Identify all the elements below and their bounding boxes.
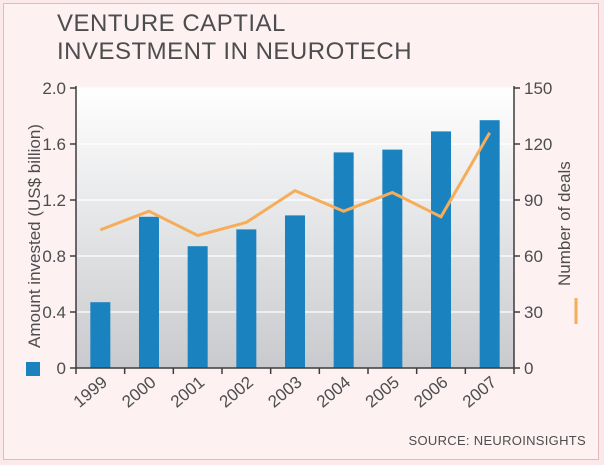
legend-swatch-bars bbox=[26, 362, 40, 376]
bar bbox=[333, 152, 354, 368]
right-tick-label: 120 bbox=[524, 135, 552, 154]
right-axis-label: Number of deals bbox=[555, 161, 574, 286]
x-tick-label: 2002 bbox=[216, 373, 257, 412]
right-tick-label: 30 bbox=[524, 303, 543, 322]
chart-title-line-1: VENTURE CAPTIAL bbox=[57, 10, 286, 37]
left-tick-label: 0.4 bbox=[42, 303, 66, 322]
x-tick-label: 2006 bbox=[410, 373, 451, 412]
line-series bbox=[99, 132, 491, 238]
bar bbox=[236, 229, 257, 368]
x-tick-label: 2004 bbox=[313, 373, 354, 412]
x-tick-label: 2001 bbox=[167, 373, 208, 412]
bar bbox=[187, 246, 208, 368]
bar bbox=[431, 131, 451, 368]
left-tick-label: 2.0 bbox=[42, 79, 66, 98]
x-tick-label: 2007 bbox=[459, 373, 500, 412]
x-tick-label: 1999 bbox=[70, 373, 111, 412]
bar bbox=[382, 149, 403, 368]
x-tick-label: 2000 bbox=[118, 373, 159, 412]
x-tick-label: 2005 bbox=[362, 373, 403, 412]
right-tick-label: 150 bbox=[524, 79, 552, 98]
left-tick-label: 1.6 bbox=[42, 135, 66, 154]
chart-title-line-2: INVESTMENT IN NEUROTECH bbox=[57, 38, 413, 65]
bar-series bbox=[90, 120, 500, 368]
bar bbox=[90, 302, 111, 368]
bar bbox=[479, 120, 500, 368]
chart-title: VENTURE CAPTIAL INVESTMENT IN NEUROTECH bbox=[57, 10, 412, 66]
right-tick-label: 90 bbox=[524, 191, 543, 210]
source-note: SOURCE: NEUROINSIGHTS bbox=[408, 433, 586, 448]
bar bbox=[285, 215, 305, 368]
bar bbox=[139, 216, 159, 368]
x-tick-label: 2003 bbox=[264, 373, 305, 412]
right-tick-label: 60 bbox=[524, 247, 543, 266]
right-tick-label: 0 bbox=[524, 359, 533, 378]
axes bbox=[70, 86, 520, 374]
left-tick-label: 0.8 bbox=[42, 247, 66, 266]
left-tick-label: 1.2 bbox=[42, 191, 66, 210]
left-axis-label: Amount invested (US$ billion) bbox=[25, 124, 44, 348]
left-tick-label: 0 bbox=[57, 359, 66, 378]
